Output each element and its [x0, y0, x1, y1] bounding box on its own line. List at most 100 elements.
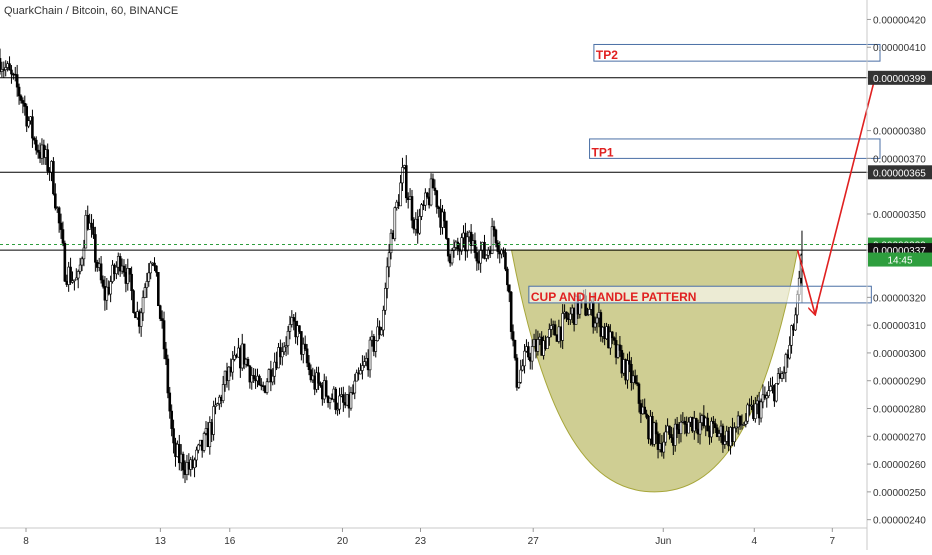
- candle-body: [754, 403, 757, 419]
- candle-body: [57, 207, 61, 224]
- tp2-label: TP2: [596, 48, 618, 62]
- candle-body: [635, 382, 639, 385]
- candle-body: [214, 404, 217, 407]
- candle-body: [301, 343, 305, 355]
- candle-body: [63, 242, 67, 282]
- candle-body: [418, 216, 421, 234]
- candle-body: [759, 401, 763, 419]
- candle-body: [654, 422, 658, 435]
- price-tick-label: 0.00000380: [873, 127, 926, 138]
- candle-body: [292, 317, 296, 322]
- candle-body: [734, 426, 738, 429]
- price-label-399-bg: [868, 70, 932, 85]
- candle-body: [713, 423, 717, 429]
- tp1-label: TP1: [592, 145, 614, 159]
- price-label-337: 0.00000337: [873, 246, 926, 257]
- candle-body: [21, 100, 25, 104]
- candle-body: [401, 167, 404, 184]
- candle-body: [246, 358, 250, 367]
- candle-body: [530, 346, 534, 362]
- price-axis[interactable]: 0.00000420 0.00000410 0.00000399 0.00000380…: [866, 0, 932, 550]
- candle-body: [612, 337, 616, 341]
- candle-body: [143, 287, 147, 298]
- candle-body: [456, 241, 460, 250]
- price-tick-label: 0.00000320: [873, 293, 926, 304]
- price-tick-label: 0.00000370: [873, 154, 926, 165]
- time-tick-label: 7: [830, 536, 836, 547]
- candles-layer: [0, 48, 803, 484]
- candle-body: [668, 425, 671, 435]
- price-tick-label: 0.00000260: [873, 460, 926, 471]
- candle-body: [569, 313, 572, 320]
- candle-body: [128, 268, 132, 275]
- time-axis[interactable]: 8 13 16 20 23 27 Jun 4 7: [0, 527, 867, 547]
- price-tick-label: 0.00000410: [873, 43, 926, 54]
- candle-body: [380, 329, 383, 336]
- candle-body: [565, 311, 568, 319]
- candle-body: [164, 348, 168, 360]
- candle-body: [517, 381, 521, 388]
- candle-body: [506, 268, 509, 286]
- price-tick-label: 0.00000310: [873, 321, 926, 332]
- candle-body: [86, 214, 90, 230]
- countdown-bg: [868, 252, 932, 267]
- candle-body: [744, 420, 748, 425]
- candle-body: [446, 238, 450, 257]
- candle-body: [168, 392, 172, 412]
- candle-body: [258, 375, 261, 386]
- candle-body: [334, 388, 338, 410]
- candle-body: [431, 178, 435, 189]
- candle-body: [637, 383, 641, 404]
- candle-body: [172, 428, 175, 444]
- candle-body: [790, 325, 793, 346]
- candle-body: [561, 313, 564, 341]
- candle-body: [511, 331, 515, 341]
- candle-body: [158, 305, 162, 319]
- candle-body: [473, 240, 477, 253]
- candle-body: [721, 425, 725, 445]
- candle-body: [710, 420, 713, 438]
- candle-body: [443, 211, 446, 222]
- candle-body: [90, 222, 93, 228]
- candle-body: [269, 369, 273, 383]
- candle-body: [132, 290, 135, 313]
- candle-body: [265, 381, 269, 393]
- candle-body: [546, 336, 549, 349]
- candle-body: [784, 354, 788, 373]
- candle-body: [324, 380, 328, 397]
- candle-body: [675, 423, 679, 430]
- candle-body: [765, 395, 769, 399]
- candle-body: [309, 369, 313, 381]
- time-tick-label: 27: [528, 536, 540, 547]
- time-tick-label: 4: [752, 536, 758, 547]
- candle-body: [733, 427, 736, 442]
- candle-body: [450, 250, 454, 264]
- candle-body: [595, 317, 599, 324]
- candle-body: [521, 365, 524, 371]
- candle-body: [437, 206, 441, 210]
- candle-body: [424, 192, 427, 206]
- candle-body: [694, 418, 698, 430]
- candle-body: [157, 272, 160, 307]
- candle-body: [399, 182, 402, 207]
- candle-body: [355, 372, 358, 382]
- candle-body: [115, 266, 118, 275]
- candle-body: [46, 149, 49, 172]
- candle-body: [307, 362, 311, 371]
- candle-body: [383, 288, 387, 311]
- candle-body: [509, 291, 513, 332]
- candle-body: [349, 392, 353, 409]
- candle-body: [277, 347, 280, 369]
- candle-body: [385, 266, 389, 289]
- candle-body: [780, 373, 784, 379]
- candle-body: [248, 365, 252, 383]
- candle-body: [389, 232, 393, 254]
- candle-body: [288, 324, 292, 332]
- candle-body: [231, 359, 235, 373]
- candle-body: [523, 350, 526, 367]
- countdown-label: 14:45: [887, 256, 912, 267]
- candle-body: [305, 348, 309, 364]
- candle-body: [715, 427, 719, 438]
